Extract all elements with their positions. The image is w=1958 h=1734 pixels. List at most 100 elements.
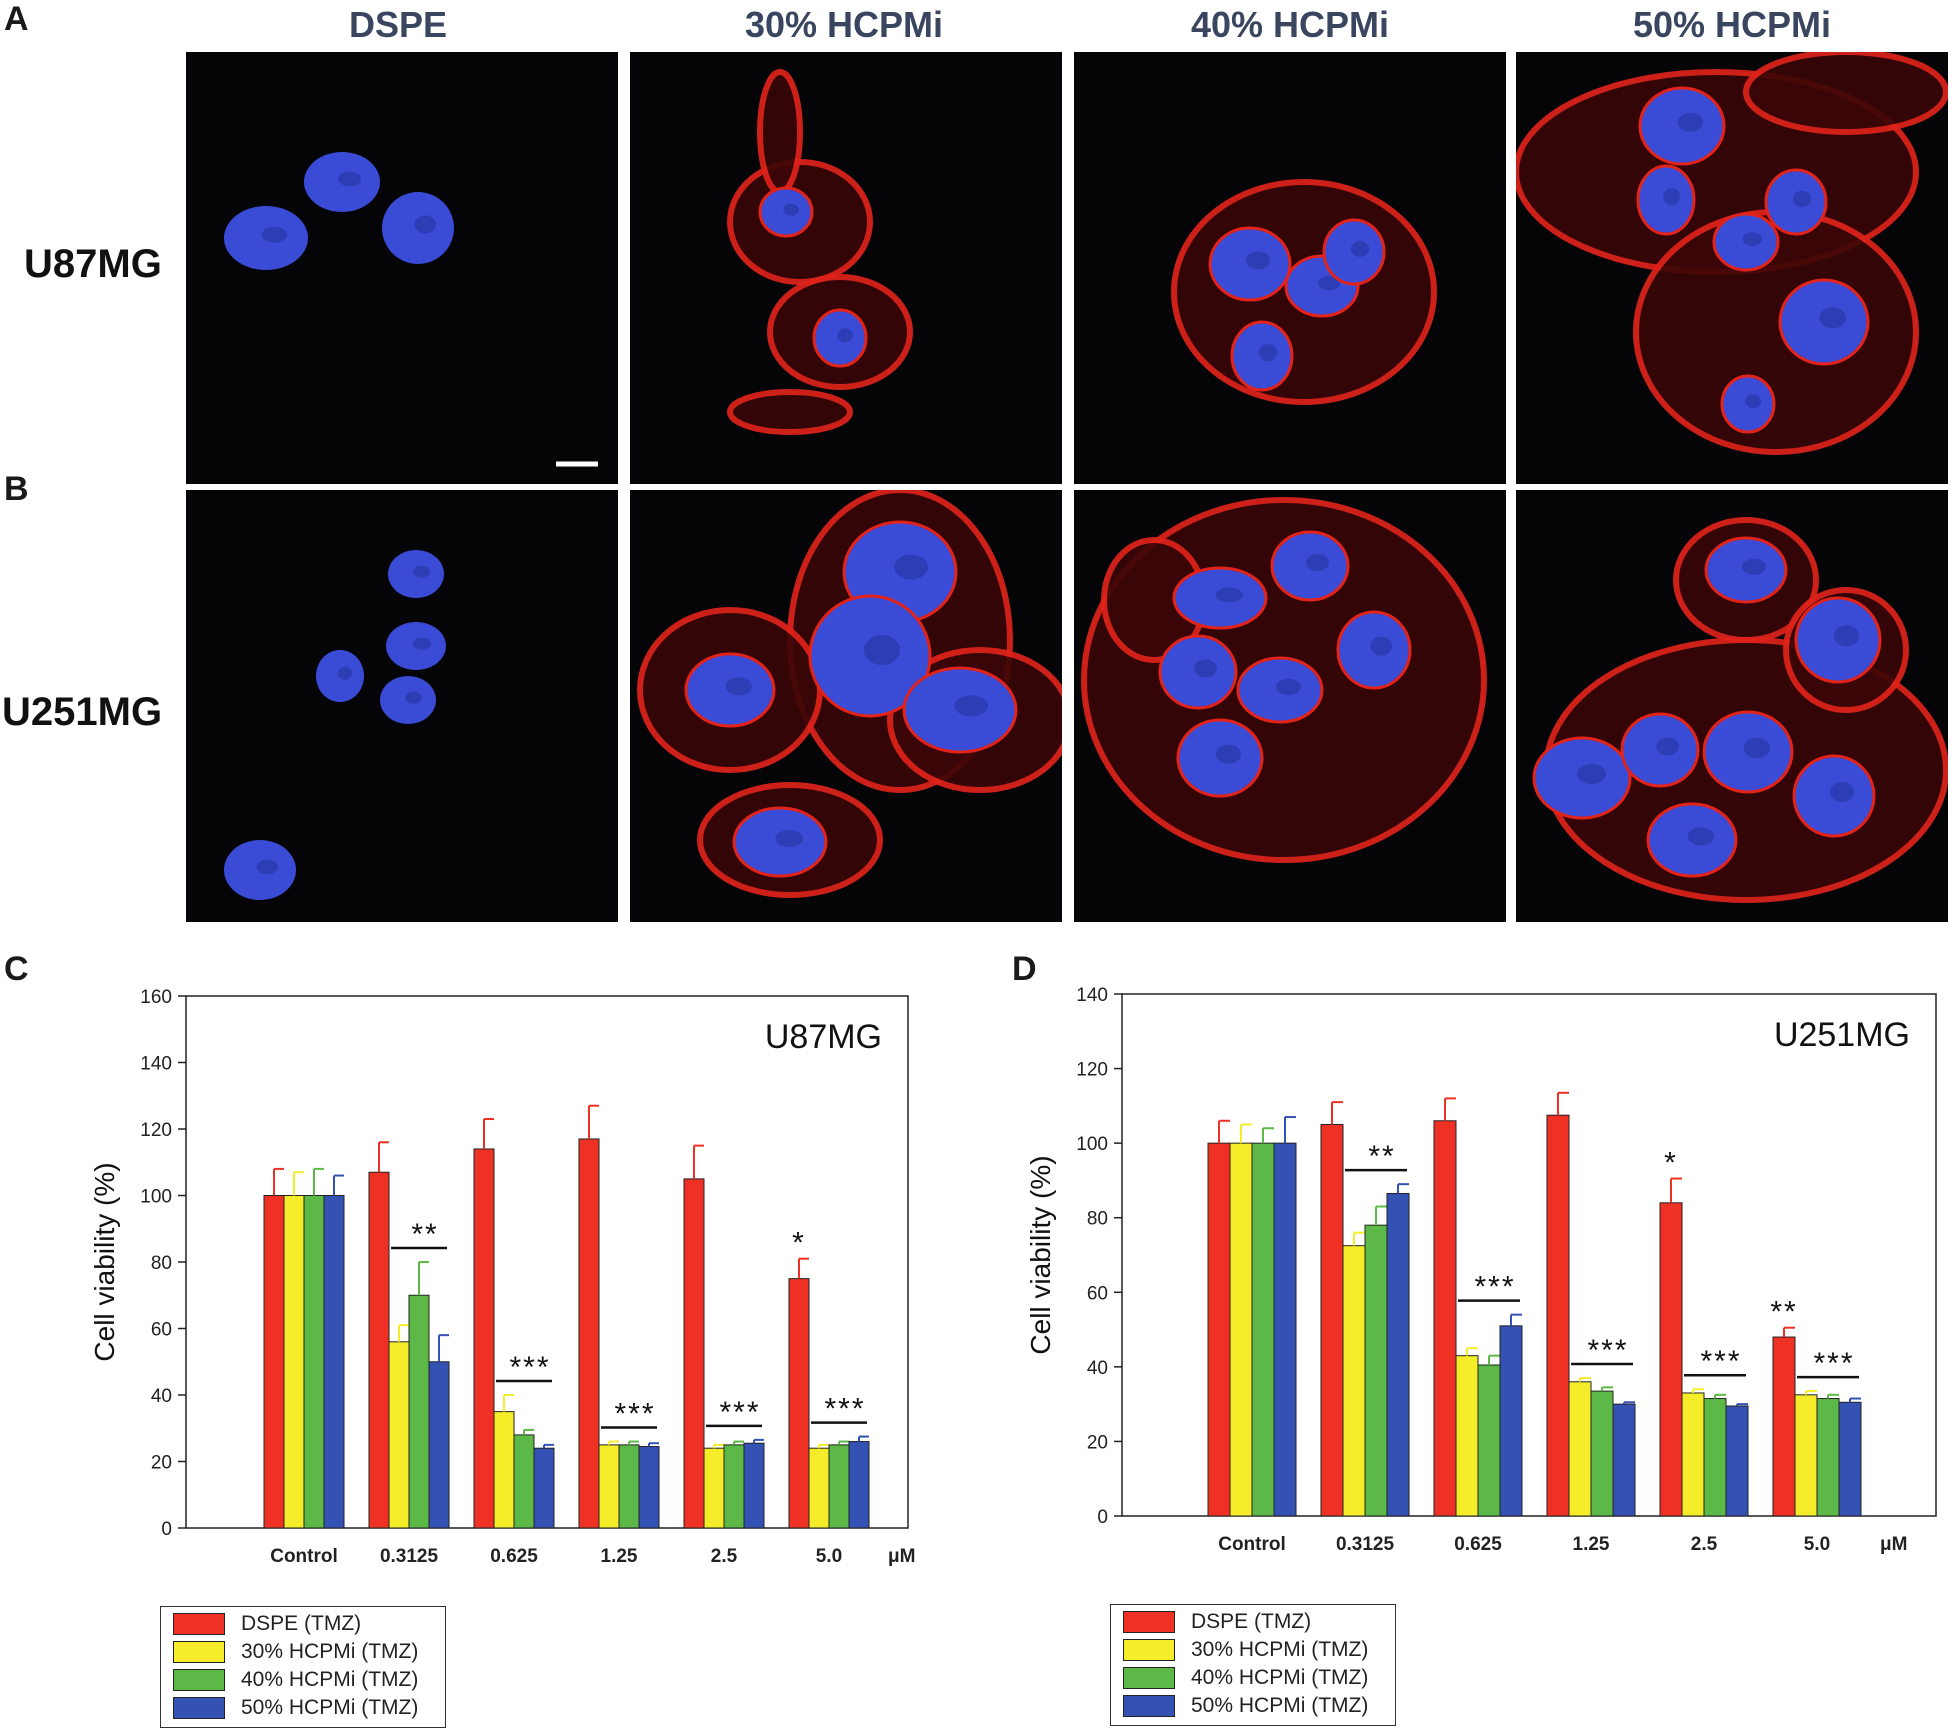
bar	[1794, 1394, 1818, 1517]
nucleolus	[1306, 554, 1329, 572]
y-tick-label: 80	[151, 1253, 172, 1274]
micrograph-image	[630, 52, 1062, 484]
chart-title: U251MG	[1774, 1016, 1910, 1054]
bar	[493, 1411, 515, 1529]
significance-mark: **	[411, 1218, 438, 1251]
significance-mark: *	[792, 1227, 806, 1260]
nucleolus	[1275, 678, 1301, 695]
nucleolus	[405, 691, 422, 704]
bar	[1229, 1142, 1253, 1517]
legend-item: DSPE (TMZ)	[1123, 1609, 1311, 1635]
bar	[723, 1444, 745, 1529]
bar	[283, 1195, 305, 1529]
bar	[1703, 1398, 1727, 1517]
significance-mark: ***	[1587, 1334, 1628, 1367]
bar	[638, 1446, 660, 1529]
legend-swatch	[173, 1669, 225, 1691]
significance-mark: ***	[1813, 1347, 1854, 1380]
nucleolus	[954, 695, 988, 717]
nucleolus	[1318, 275, 1340, 291]
x-tick-label: 0.625	[1454, 1534, 1502, 1555]
nucleolus	[775, 830, 803, 848]
significance-mark: **	[1368, 1140, 1395, 1173]
x-tick-label: 0.3125	[380, 1546, 439, 1567]
nucleolus	[1215, 587, 1243, 603]
y-tick-label: 160	[140, 987, 172, 1008]
nucleolus	[1663, 188, 1680, 206]
legend-item: 40% HCPMi (TMZ)	[1123, 1665, 1368, 1691]
x-tick-label: 1.25	[1573, 1534, 1610, 1555]
bar	[1273, 1142, 1297, 1517]
bar	[368, 1171, 390, 1529]
bar	[408, 1294, 430, 1529]
y-tick-label: 0	[1097, 1507, 1108, 1528]
bar	[1659, 1202, 1683, 1517]
legend-swatch	[1123, 1639, 1175, 1661]
bar	[828, 1444, 850, 1529]
nucleolus	[1742, 558, 1766, 575]
bar	[1342, 1245, 1366, 1517]
legend-item: 30% HCPMi (TMZ)	[173, 1639, 418, 1665]
bar	[1499, 1325, 1523, 1517]
bar	[263, 1195, 285, 1529]
chart-u251mg-viability: 0 20 40 60 80 100 120 140 Cell viability (%) U251…	[1025, 985, 1937, 1555]
legend-c: DSPE (TMZ) 30% HCPMi (TMZ) 40% HCPMi (TM…	[160, 1606, 446, 1728]
nucleolus	[1215, 744, 1241, 764]
bar	[1455, 1355, 1479, 1517]
bar	[533, 1447, 555, 1529]
bar	[1433, 1120, 1457, 1517]
legend-item: 50% HCPMi (TMZ)	[173, 1695, 418, 1721]
panel-label-d: D	[1012, 950, 1037, 988]
bar	[1546, 1114, 1570, 1517]
nucleolus	[837, 328, 853, 343]
bar	[1816, 1398, 1840, 1517]
y-tick-label: 80	[1087, 1209, 1108, 1230]
column-header-50-hcpmi: 50% HCPMi	[1632, 4, 1832, 45]
legend-swatch	[1123, 1695, 1175, 1717]
legend-swatch	[173, 1613, 225, 1635]
column-header-40-hcpmi: 40% HCPMi	[1190, 4, 1390, 45]
bar	[1838, 1401, 1862, 1517]
nucleolus	[864, 635, 900, 665]
nucleolus	[1819, 307, 1846, 329]
y-tick-label: 40	[151, 1386, 172, 1407]
y-tick-label: 20	[1087, 1432, 1108, 1453]
unit-label: μM	[1880, 1534, 1907, 1555]
y-tick-label: 60	[1087, 1283, 1108, 1304]
bar	[303, 1195, 325, 1529]
bar	[1364, 1224, 1388, 1517]
y-tick-label: 100	[1076, 1134, 1108, 1155]
bar	[683, 1178, 705, 1529]
nucleolus	[1259, 344, 1277, 362]
micrograph-u87mg-50-hcpmi	[1516, 52, 1948, 484]
significance-mark: **	[1770, 1296, 1797, 1329]
legend-label: DSPE (TMZ)	[241, 1612, 362, 1635]
chart-title: U87MG	[765, 1018, 882, 1056]
nucleolus	[338, 171, 361, 187]
bar	[703, 1447, 725, 1529]
row-label-u251mg: U251MG	[2, 690, 163, 734]
bar	[788, 1278, 810, 1529]
bar	[578, 1138, 600, 1529]
legend-swatch	[173, 1641, 225, 1663]
nucleolus	[261, 226, 287, 243]
significance-mark: ***	[824, 1393, 865, 1426]
x-tick-label: 2.5	[711, 1546, 738, 1567]
x-tick-label: Control	[1218, 1534, 1286, 1555]
nucleolus	[1577, 764, 1606, 784]
bar	[513, 1434, 535, 1529]
bar	[1681, 1392, 1705, 1517]
bar	[1568, 1381, 1592, 1517]
y-tick-label: 40	[1087, 1358, 1108, 1379]
bar	[388, 1341, 410, 1529]
legend-swatch	[1123, 1611, 1175, 1633]
nucleolus	[894, 554, 928, 580]
nucleolus	[1194, 659, 1217, 678]
legend-item: DSPE (TMZ)	[173, 1611, 361, 1637]
micrograph-image	[1074, 52, 1506, 484]
x-tick-label: 5.0	[816, 1546, 842, 1567]
nucleolus	[1742, 232, 1762, 247]
column-header-30-hcpmi: 30% HCPMi	[744, 4, 944, 45]
bar	[598, 1444, 620, 1529]
y-tick-label: 20	[151, 1453, 172, 1474]
